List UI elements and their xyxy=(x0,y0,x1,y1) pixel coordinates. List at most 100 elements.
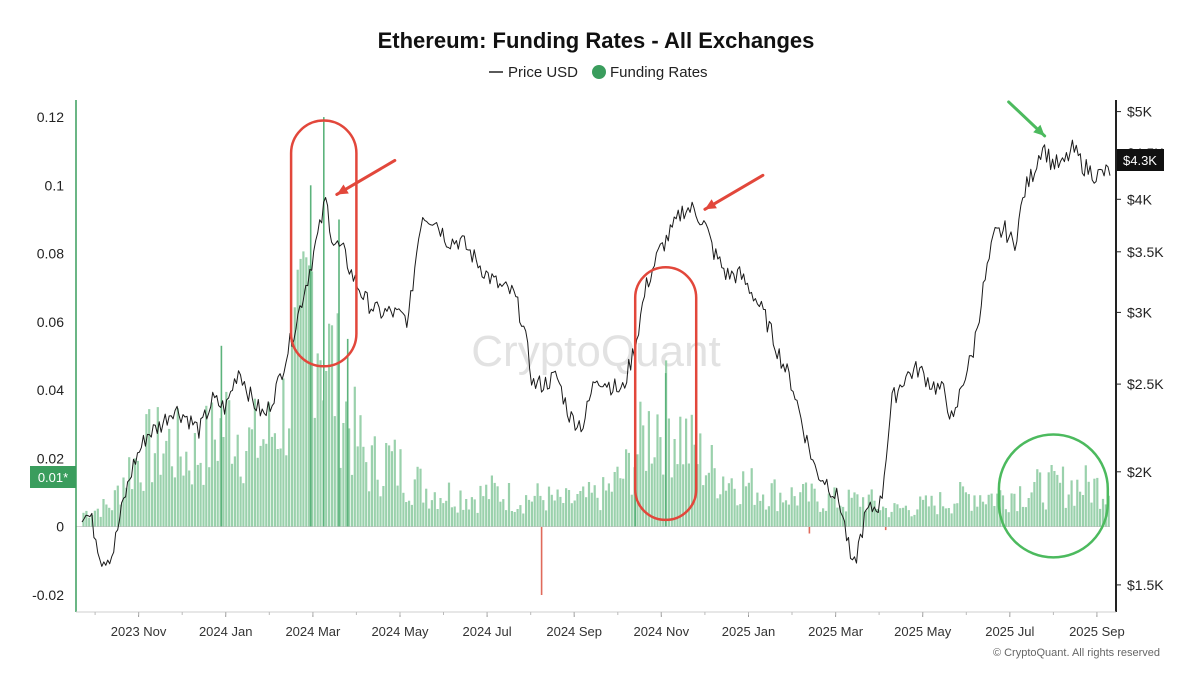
funding-bar xyxy=(916,509,919,527)
funding-bar xyxy=(559,496,562,527)
funding-bar xyxy=(553,500,556,527)
funding-bar xyxy=(425,488,428,527)
funding-bar xyxy=(596,497,599,527)
funding-bar xyxy=(590,492,593,527)
funding-bar xyxy=(653,457,656,527)
funding-bar xyxy=(942,506,945,527)
funding-bar xyxy=(208,467,211,527)
funding-bar xyxy=(265,443,268,527)
funding-bar xyxy=(824,510,828,527)
funding-bar xyxy=(1039,472,1042,527)
funding-bar xyxy=(196,464,199,527)
funding-spike-bar xyxy=(323,117,325,527)
funding-bar xyxy=(961,486,965,527)
legend[interactable]: Price USD Funding Rates xyxy=(489,64,708,81)
legend-funding-label[interactable]: Funding Rates xyxy=(610,64,708,81)
funding-bar xyxy=(730,478,733,527)
funding-bar xyxy=(1053,471,1056,527)
funding-bar xyxy=(476,512,479,527)
funding-bar xyxy=(793,496,796,527)
funding-bar xyxy=(1070,480,1073,527)
funding-bar xyxy=(225,391,228,527)
funding-bar xyxy=(862,497,865,527)
funding-bar xyxy=(116,485,119,527)
funding-bar xyxy=(482,496,485,527)
funding-bar xyxy=(613,472,616,527)
funding-bar xyxy=(193,433,196,527)
funding-bar xyxy=(642,425,645,527)
funding-bar xyxy=(1007,512,1010,527)
funding-bar xyxy=(984,504,987,527)
funding-bar xyxy=(602,477,605,527)
funding-bar xyxy=(253,398,256,527)
funding-bar xyxy=(270,436,274,527)
funding-bar xyxy=(151,482,154,527)
funding-bar xyxy=(336,313,339,527)
funding-bar xyxy=(473,499,476,527)
funding-bar xyxy=(228,400,231,527)
funding-bar xyxy=(605,490,608,527)
funding-bar xyxy=(499,501,502,527)
funding-bar xyxy=(93,510,96,527)
funding-bar xyxy=(1093,478,1096,527)
funding-bar xyxy=(128,457,131,527)
left-tick-label: 0.02 xyxy=(37,450,64,466)
funding-bar xyxy=(436,509,439,527)
funding-bar xyxy=(782,502,785,527)
funding-bar xyxy=(1084,465,1087,527)
funding-bar xyxy=(293,307,296,527)
funding-bar xyxy=(359,415,362,527)
funding-bar xyxy=(804,482,808,527)
funding-bar xyxy=(607,483,610,527)
funding-bar xyxy=(502,499,505,527)
funding-bar xyxy=(505,510,508,527)
funding-bar xyxy=(282,378,285,527)
funding-bar xyxy=(462,509,465,527)
right-tick-label: $2.5K xyxy=(1127,376,1164,392)
funding-bar xyxy=(545,510,548,527)
funding-bar xyxy=(330,325,334,527)
funding-bar xyxy=(133,458,136,527)
funding-bar xyxy=(693,444,696,527)
funding-bar xyxy=(1027,498,1030,527)
funding-bar xyxy=(453,506,456,527)
funding-bar xyxy=(319,360,322,527)
funding-bar xyxy=(385,443,388,527)
funding-bar xyxy=(399,449,402,527)
left-tick-label: 0 xyxy=(56,519,64,535)
funding-bar xyxy=(233,456,236,527)
funding-bar xyxy=(333,416,336,527)
funding-bar xyxy=(156,407,159,527)
funding-bar xyxy=(645,470,648,527)
funding-bar xyxy=(859,506,862,527)
funding-bar xyxy=(919,496,922,527)
funding-bar xyxy=(673,439,676,527)
funding-bar xyxy=(773,479,776,527)
price-badge-bg xyxy=(1117,149,1164,171)
funding-bar xyxy=(899,508,902,527)
x-tick-label: 2025 Sep xyxy=(1069,624,1125,639)
funding-bar xyxy=(1044,509,1047,527)
right-tick-label: $2K xyxy=(1127,464,1153,480)
funding-bar xyxy=(713,468,716,527)
funding-bar xyxy=(113,490,116,527)
funding-bar xyxy=(88,517,91,527)
legend-price-label[interactable]: Price USD xyxy=(508,64,578,81)
funding-bar xyxy=(162,453,165,527)
funding-bar xyxy=(1024,507,1027,527)
funding-spike-bar xyxy=(664,373,667,527)
funding-bar xyxy=(610,491,613,527)
funding-bar xyxy=(799,492,802,527)
funding-bar xyxy=(248,427,251,527)
funding-bar xyxy=(776,511,779,527)
funding-bar xyxy=(345,401,348,527)
funding-bar xyxy=(525,495,528,527)
right-tick-label: $3.5K xyxy=(1127,244,1164,260)
funding-bar xyxy=(256,457,259,527)
funding-bar xyxy=(527,499,531,527)
funding-bar xyxy=(667,418,670,527)
funding-bar xyxy=(388,445,391,527)
funding-bar xyxy=(950,513,953,527)
funding-bar xyxy=(816,501,819,527)
x-tick-label: 2024 Nov xyxy=(633,624,689,639)
